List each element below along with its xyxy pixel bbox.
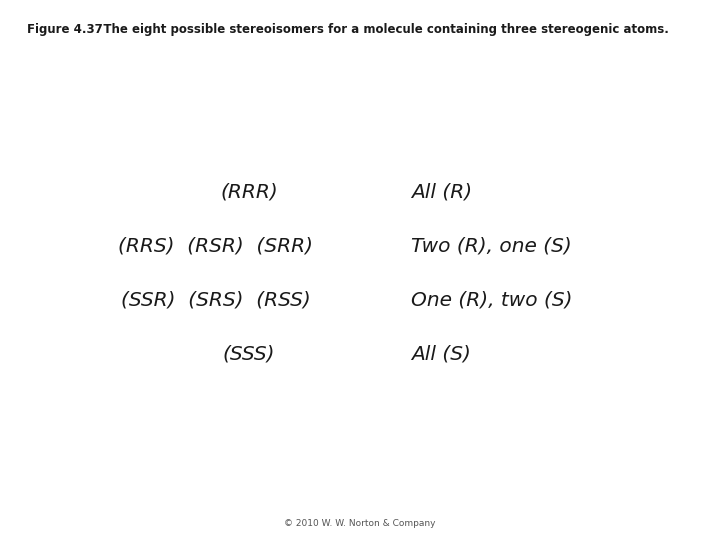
Text: The eight possible stereoisomers for a molecule containing three stereogenic ato: The eight possible stereoisomers for a m…	[91, 23, 669, 36]
Text: © 2010 W. W. Norton & Company: © 2010 W. W. Norton & Company	[284, 519, 436, 528]
Text: (RRR): (RRR)	[220, 182, 278, 201]
Text: (SSS): (SSS)	[222, 345, 275, 363]
Text: Two (R), one (S): Two (R), one (S)	[411, 236, 572, 255]
Text: (RRS)  (RSR)  (SRR): (RRS) (RSR) (SRR)	[118, 236, 313, 255]
Text: All (R): All (R)	[411, 182, 472, 201]
Text: Figure 4.37: Figure 4.37	[27, 23, 103, 36]
Text: (SSR)  (SRS)  (RSS): (SSR) (SRS) (RSS)	[121, 290, 310, 309]
Text: One (R), two (S): One (R), two (S)	[411, 290, 572, 309]
Text: All (S): All (S)	[411, 345, 471, 363]
